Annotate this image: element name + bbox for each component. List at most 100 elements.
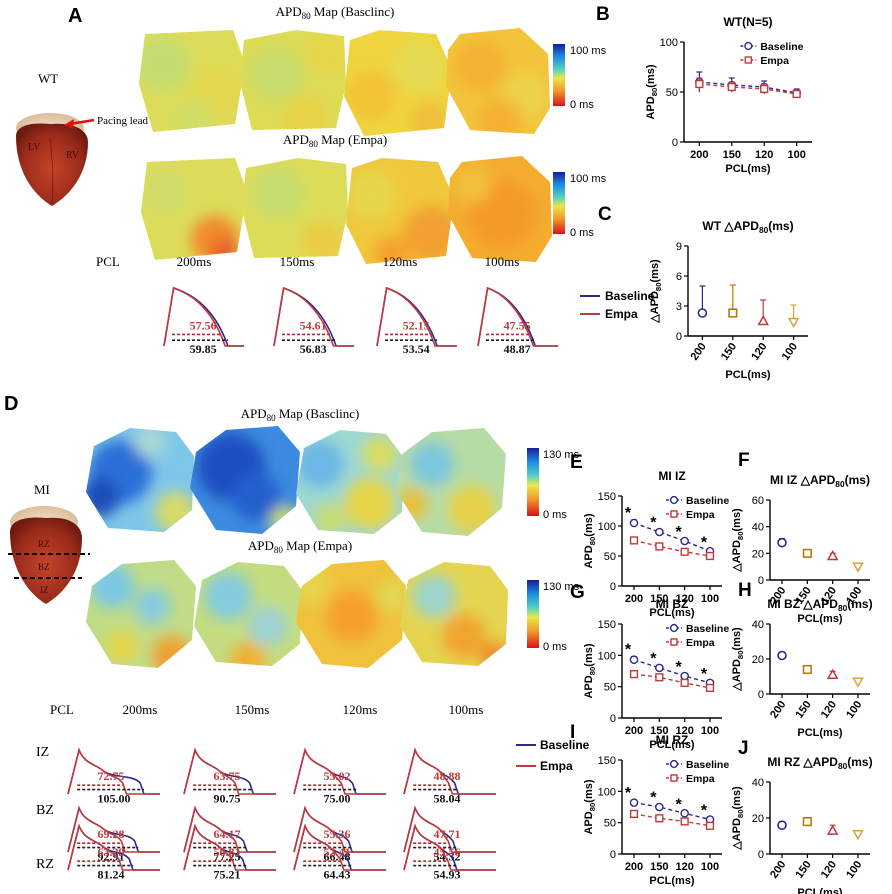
y-axis-label-post: (ms) — [649, 259, 661, 283]
chart-title-sub: 80 — [838, 761, 848, 771]
trace-d-rz-0-empa-trace — [67, 823, 160, 871]
significance-star: * — [676, 659, 683, 676]
trace-d-rz-3-empa-trace — [403, 823, 496, 871]
point-triangle-up — [826, 824, 839, 835]
legend-empa-marker — [670, 774, 678, 782]
scale-bar-d-baseline — [527, 448, 539, 516]
panel-d-title-baseline: APD80 Map (Basclinc) — [241, 406, 360, 423]
y-tick-label: 0 — [758, 689, 764, 701]
trace-a-3-empa-trace — [477, 286, 558, 347]
y-tick-label: 3 — [676, 301, 682, 313]
x-axis-label: PCL(ms) — [649, 739, 695, 751]
trace-d-rz-1: 56.81 75.21 — [183, 823, 276, 882]
y-axis-label-post: (ms) — [731, 627, 743, 651]
x-tick-label: 200 — [625, 725, 643, 737]
trace-d-rz-0-baseline-value: 81.24 — [97, 868, 124, 882]
y-tick-label: 9 — [676, 241, 682, 253]
trace-a-0-baseline-trace — [163, 286, 244, 347]
point-square — [802, 664, 812, 675]
trace-d-iz-2-empa-value: 55.02 — [323, 769, 350, 783]
baseline-point — [655, 663, 664, 673]
y-tick-label: 0 — [672, 137, 678, 149]
point-circle — [697, 308, 708, 318]
x-tick-label: 200 — [688, 341, 708, 363]
chart-title: WT △APD80(ms) — [702, 219, 793, 235]
x-tick-label: 150 — [650, 725, 668, 737]
map-a-empa-150 — [242, 158, 348, 258]
point-circle — [777, 650, 787, 661]
legend-baseline-label: Baseline — [760, 41, 803, 53]
map-d-baseline-200 — [86, 428, 194, 532]
trace-d-bz-0-empa-trace — [67, 805, 160, 853]
x-tick-label: 100 — [701, 593, 719, 605]
point-triangle-down — [852, 677, 864, 688]
y-tick-label: 6 — [676, 271, 682, 283]
trace-a-2: 52.15 53.54 — [376, 286, 457, 356]
point-square — [802, 548, 812, 558]
empa-point — [760, 84, 769, 94]
empa-point — [655, 542, 664, 551]
chart-title-sub: 80 — [759, 225, 769, 235]
y-tick-label: 0 — [758, 849, 764, 861]
trace-d-iz-0-empa-trace — [67, 747, 160, 795]
y-tick-label: 0 — [610, 713, 616, 725]
x-axis-label: PCL(ms) — [797, 613, 843, 625]
significance-star: * — [701, 803, 708, 820]
y-axis-label-post: (ms) — [731, 508, 743, 532]
pcl-a-1: 150ms — [280, 254, 315, 269]
map-d-empa-120 — [296, 560, 406, 668]
chart-title-pre: MI IZ △APD — [770, 473, 836, 487]
point-square — [728, 308, 738, 318]
traces-d: IZ 72.75 105.00 63.75 90.75 55.02 75.00 48.88 58… — [36, 745, 496, 882]
pcl-d-0: 200ms — [123, 702, 158, 717]
x-tick-label: 120 — [819, 859, 839, 881]
empa-point — [655, 673, 664, 682]
legend-baseline-marker — [744, 41, 753, 51]
baseline-point — [680, 671, 689, 681]
baseline-point — [629, 798, 639, 807]
trace-d-rz-1-empa-value: 56.81 — [213, 845, 240, 859]
map-d-empa-150 — [194, 562, 302, 666]
chart-title-sub: 80 — [835, 479, 845, 489]
scale-a-empa-min: 0 ms — [570, 227, 594, 239]
map-d-empa-200 — [86, 560, 196, 668]
panel-f-letter: F — [738, 450, 750, 471]
scale-d-baseline-max: 130 ms — [543, 449, 580, 461]
y-axis-label-post: (ms) — [731, 786, 743, 810]
panel-d-title-empa: APD80 Map (Empa) — [248, 538, 352, 555]
chart-title: MI IZ — [658, 469, 685, 483]
y-tick-label: 40 — [752, 619, 764, 631]
trace-d-rz-3: 45.56 54.93 — [403, 823, 496, 882]
empa-point — [792, 89, 801, 99]
scale-d-empa-min: 0 ms — [543, 641, 567, 653]
map-a-empa-120 — [346, 158, 454, 264]
trace-a-3-empa-value: 47.55 — [504, 318, 531, 332]
pacing-lead-arrow — [69, 118, 95, 126]
y-axis-label: APD80(ms) — [645, 64, 659, 119]
mi-label: MI — [34, 482, 50, 497]
empa-point — [705, 683, 715, 693]
y-axis-label-sub: 80 — [736, 650, 745, 659]
y-tick-label: 50 — [666, 87, 678, 99]
legend-baseline-marker — [669, 623, 679, 633]
map-d-baseline-100 — [396, 428, 506, 536]
series-1-line — [633, 539, 711, 557]
empa-point — [680, 678, 689, 688]
trace-a-2-baseline-value: 53.54 — [403, 342, 430, 356]
map-d-baseline-150 — [190, 426, 300, 534]
legend-baseline-marker — [669, 759, 679, 769]
baseline-point — [655, 802, 664, 812]
y-tick-label: 50 — [604, 818, 616, 830]
trace-d-rz-2-empa-value: 52.41 — [323, 845, 350, 859]
trace-row-label-rz: RZ — [36, 857, 54, 872]
trace-d-iz-2: 55.02 75.00 — [293, 747, 386, 806]
panel-a-title-baseline: APD80 Map (Basclinc) — [276, 4, 395, 21]
legend-empa-marker — [744, 56, 753, 64]
trace-d-rz-2: 52.41 64.43 — [293, 823, 386, 882]
y-axis-label-pre: △APD — [731, 818, 743, 851]
trace-d-bz-0-empa-value: 69.28 — [97, 827, 124, 841]
trace-d-rz-3-baseline-value: 54.93 — [433, 868, 460, 882]
legend-baseline-label: Baseline — [686, 495, 729, 507]
